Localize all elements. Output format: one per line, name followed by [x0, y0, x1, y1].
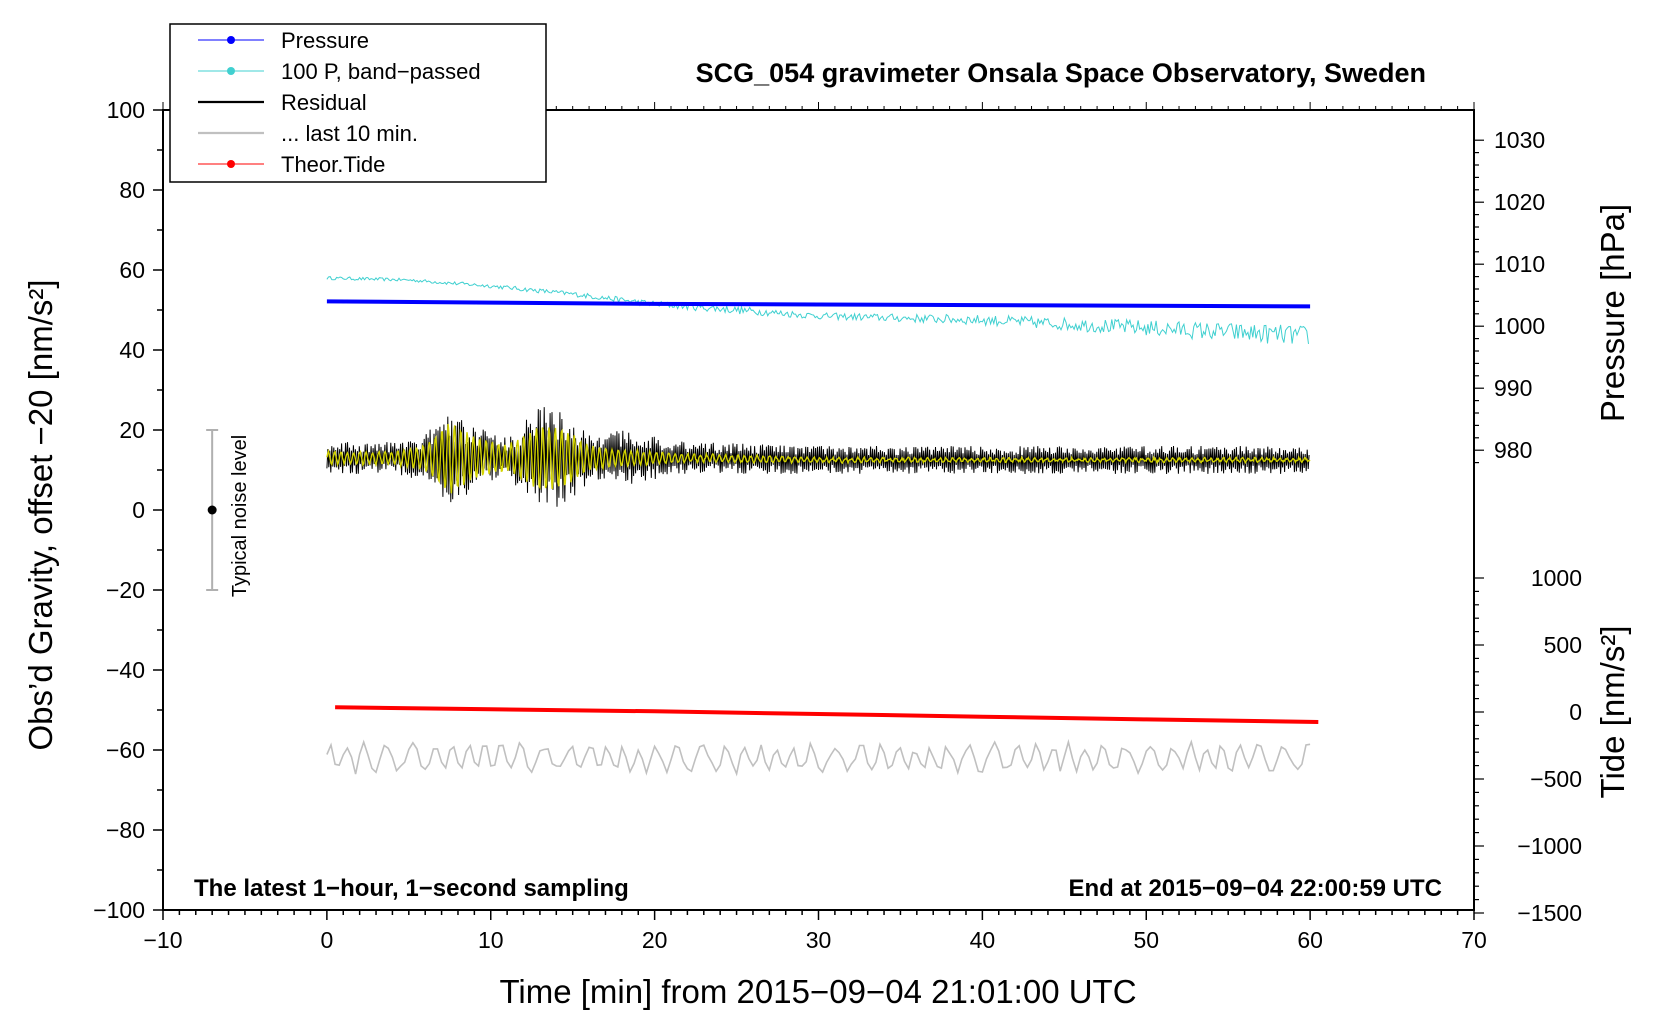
legend-item: ... last 10 min.	[198, 121, 418, 146]
y-axis-title-pressure: Pressure [hPa]	[1594, 204, 1631, 422]
legend-label: Residual	[281, 90, 367, 115]
pressure-tick-label: 1020	[1494, 189, 1545, 215]
series-pressure	[326, 299, 1311, 309]
right-axis: 980 990 1000 1010 1020 1030 −1500 −1000 −500 0 500…	[1474, 127, 1582, 926]
tide-tick-label: −500	[1530, 766, 1582, 792]
x-tick-label: −10	[143, 927, 182, 953]
left-axis: −100 −80 −60 −40 −20 0 20 40 60 80 100	[93, 97, 163, 923]
x-tick-label: 0	[320, 927, 333, 953]
legend-marker	[227, 36, 235, 44]
pressure-tick-label: 1010	[1494, 251, 1545, 277]
y-tick-label: −60	[106, 737, 145, 763]
tide-tick-label: −1500	[1517, 900, 1582, 926]
y-tick-label: 40	[119, 337, 145, 363]
series-theoretical-tide	[335, 705, 1319, 724]
legend-item: Residual	[198, 90, 367, 115]
noise-marker: Typical noise level	[206, 429, 251, 597]
y-axis-title-tide: Tide [nm/s²]	[1594, 626, 1631, 799]
note-sampling: The latest 1−hour, 1−second sampling	[194, 875, 629, 902]
legend-marker	[227, 67, 235, 75]
tide-tick-label: −1000	[1517, 833, 1582, 859]
y-tick-label: −100	[93, 897, 145, 923]
x-tick-label: 60	[1297, 927, 1323, 953]
bottom-axis: −10 0 10 20 30 40 50 60 70	[143, 910, 1487, 953]
x-tick-label: 70	[1461, 927, 1487, 953]
tide-tick-label: 500	[1544, 632, 1582, 658]
y-tick-label: 60	[119, 257, 145, 283]
x-tick-label: 40	[970, 927, 996, 953]
x-axis-title: Time [min] from 2015−09−04 21:01:00 UTC	[499, 973, 1136, 1010]
series-band-passed-pressure	[326, 276, 1309, 344]
x-tick-label: 20	[642, 927, 668, 953]
y-tick-label: 0	[132, 497, 145, 523]
note-end-time: End at 2015−09−04 22:00:59 UTC	[1068, 875, 1442, 902]
legend-items: Pressure 100 P, band−passed Residual ... la…	[198, 28, 481, 177]
pressure-tick-label: 1030	[1494, 127, 1545, 153]
y-tick-label: 100	[107, 97, 145, 123]
legend-label: ... last 10 min.	[281, 121, 418, 146]
legend-label: Theor.Tide	[281, 152, 385, 177]
x-tick-label: 30	[806, 927, 832, 953]
legend: Pressure 100 P, band−passed Residual ... la…	[169, 23, 547, 183]
legend-marker	[227, 160, 235, 168]
y-axis-title-left: Obs’d Gravity, offset −20 [nm/s²]	[22, 279, 59, 750]
y-tick-label: −80	[106, 817, 145, 843]
chart-title: SCG_054 gravimeter Onsala Space Observat…	[696, 58, 1426, 88]
legend-label: 100 P, band−passed	[281, 59, 481, 84]
series-last-10-min	[326, 738, 1311, 777]
x-tick-label: 50	[1133, 927, 1159, 953]
series-layer	[326, 276, 1319, 777]
pressure-tick-label: 1000	[1494, 313, 1545, 339]
tide-tick-label: 0	[1569, 699, 1582, 725]
legend-item: 100 P, band−passed	[198, 59, 481, 84]
y-tick-label: −20	[106, 577, 145, 603]
series-residual-lowpassed	[326, 423, 1311, 494]
noise-dot	[207, 505, 217, 515]
legend-item: Pressure	[198, 28, 369, 53]
legend-label: Pressure	[281, 28, 369, 53]
tide-tick-label: 1000	[1531, 565, 1582, 591]
x-tick-label: 10	[478, 927, 504, 953]
pressure-tick-label: 980	[1494, 437, 1532, 463]
y-tick-label: 20	[119, 417, 145, 443]
y-tick-label: 80	[119, 177, 145, 203]
legend-item: Theor.Tide	[198, 152, 385, 177]
y-tick-label: −40	[106, 657, 145, 683]
pressure-tick-label: 990	[1494, 375, 1532, 401]
noise-label: Typical noise level	[229, 435, 251, 597]
